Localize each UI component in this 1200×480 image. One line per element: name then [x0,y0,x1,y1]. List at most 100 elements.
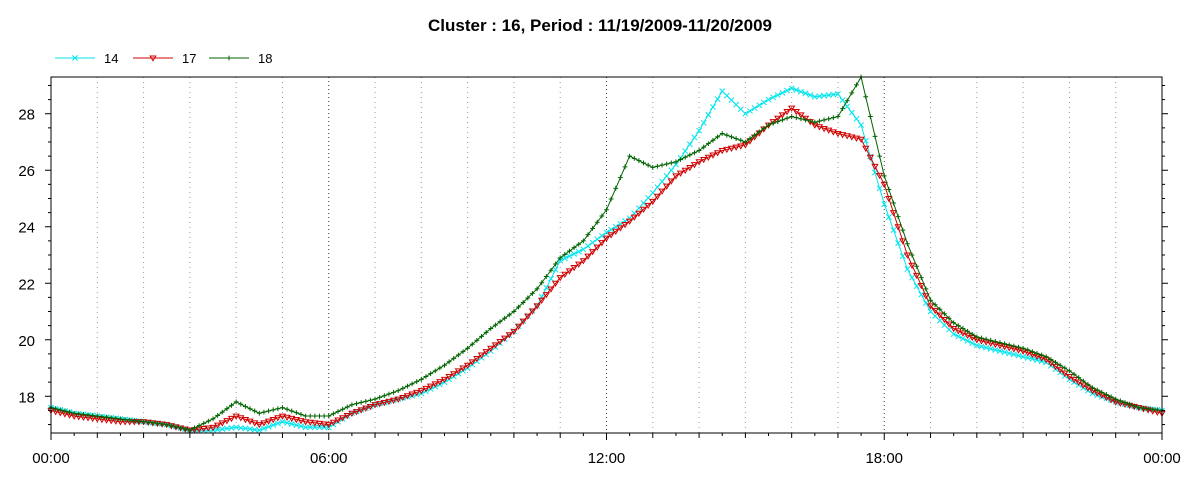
data-point [579,258,588,265]
data-point [705,141,711,147]
data-point [423,374,429,379]
data-point [1080,378,1086,384]
data-point [252,408,258,414]
data-point [604,207,609,213]
data-point [848,109,855,116]
data-point [867,114,873,119]
data-point [1056,367,1064,374]
data-point [210,416,216,422]
data-point [1061,370,1069,377]
data-point [325,422,333,429]
data-point [857,136,865,143]
data-point [436,379,444,386]
data-point [338,415,347,422]
data-point [1029,349,1035,355]
data-point [945,321,953,328]
data-point [432,368,438,374]
data-point [844,103,851,110]
data-point [704,154,713,162]
data-point [491,342,500,349]
legend-label: 18 [258,51,272,66]
data-point [672,161,679,168]
data-point [617,175,623,180]
data-point [649,198,657,206]
data-point [784,87,790,94]
data-point [566,253,573,260]
data-point [150,420,156,426]
data-point [733,101,740,108]
data-point [298,423,304,430]
data-point [588,249,597,256]
x-tick-label: 18:00 [865,450,903,467]
data-point [269,416,277,424]
data-point [256,427,263,434]
data-point [372,396,378,402]
data-point [797,88,804,95]
data-point [602,235,611,242]
data-point [301,419,310,426]
data-point [752,132,758,138]
data-point [205,418,211,424]
data-point [599,213,605,219]
data-point [284,419,291,426]
data-point [789,114,795,119]
data-point [366,403,375,411]
series-18 [48,74,1165,433]
data-point [261,409,267,415]
data-point [709,152,717,159]
data-point [877,153,883,159]
data-point [223,418,231,425]
data-point [784,115,790,121]
data-point [894,224,902,231]
data-point [854,82,859,88]
data-point [608,196,614,202]
data-point [422,385,430,393]
data-point [229,402,234,408]
data-point [477,352,486,359]
grid-lines [96,77,1117,433]
data-point [315,420,324,428]
data-point [326,413,332,419]
data-point [241,416,250,424]
data-point [1011,343,1017,349]
data-point [983,336,989,342]
data-point [714,96,721,102]
data-point [1154,407,1160,413]
data-point [598,232,605,239]
data-point [838,132,847,139]
data-point [792,109,800,116]
data-point [496,338,504,346]
data-point [335,409,341,414]
data-point [53,406,59,412]
data-point [519,318,527,325]
data-point [275,406,281,412]
data-point [899,253,906,260]
data-point [973,342,980,349]
data-point [774,92,781,99]
data-point [394,396,402,403]
data-point [1010,351,1017,358]
data-point [311,420,319,427]
data-point [747,107,753,114]
data-point [1001,349,1008,356]
data-point [473,355,481,363]
data-point [1024,354,1031,361]
legend-label: 17 [182,51,196,66]
data-point [1099,389,1105,395]
data-point [691,134,698,141]
data-point [927,308,934,315]
data-point [979,335,984,341]
data-point [1117,398,1123,404]
data-point [497,319,503,325]
data-point [418,376,424,382]
data-point [612,228,620,236]
data-point [936,312,944,319]
data-point [723,146,731,154]
data-point [779,89,786,96]
data-point [710,103,716,110]
data-point [876,185,883,192]
data-point [298,411,304,417]
data-point [880,181,888,189]
data-point [690,162,699,169]
data-point [1094,387,1100,393]
